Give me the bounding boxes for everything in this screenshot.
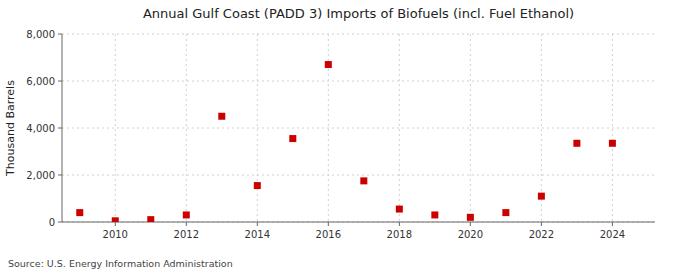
tick-label: 2022 [529,229,554,240]
title: Annual Gulf Coast (PADD 3) Imports of Bi… [143,6,574,21]
tick-label: 2020 [458,229,483,240]
point [76,209,83,216]
y-axis-label: Thousand Barrels [4,80,17,177]
grid-line [257,34,258,222]
point [289,135,296,142]
tick-label: 2016 [316,229,341,240]
points [76,61,616,222]
tick-mark [257,222,258,226]
tick-mark [470,222,471,226]
grid-line [115,34,116,222]
tick-mark [115,222,116,226]
tick-mark [58,175,62,176]
tick-mark [58,128,62,129]
tick-mark [328,222,329,226]
grid-line [62,175,655,176]
point [431,211,438,218]
point [360,177,367,184]
tick-label: 6,000 [26,76,55,87]
y-axis-line [62,34,63,222]
tick-mark [541,222,542,226]
tick-mark [58,34,62,35]
grid [62,34,655,222]
tick-label: 2014 [245,229,270,240]
chart: Annual Gulf Coast (PADD 3) Imports of Bi… [0,0,675,275]
point [573,140,580,147]
tick-mark [58,81,62,82]
grid-line [186,34,187,222]
grid-line [62,128,655,129]
tick-label: 2018 [387,229,412,240]
point [325,61,332,68]
point [502,209,509,216]
grid-line [470,34,471,222]
point [147,216,154,222]
point [254,182,261,189]
tick-label: 2,000 [26,170,55,181]
tick-label: 2012 [174,229,199,240]
point [538,193,545,200]
grid-line [399,34,400,222]
point [467,214,474,221]
point [396,206,403,213]
grid-line [62,81,655,82]
grid-line [62,34,655,35]
point [609,140,616,147]
tick-mark [58,222,62,223]
tick-label: 8,000 [26,29,55,40]
point [183,211,190,218]
tick-mark [612,222,613,226]
tick-label: 2010 [103,229,128,240]
tick-label: 0 [49,217,55,228]
source-note: Source: U.S. Energy Information Administ… [8,258,233,269]
grid-line [612,34,613,222]
tick-mark [186,222,187,226]
tick-label: 2024 [600,229,625,240]
tick-mark [399,222,400,226]
tick-label: 4,000 [26,123,55,134]
point [218,113,225,120]
point [112,217,119,222]
axes: 0 2,000 4,000 6,000 8,000 2010 2012 2014 2016 201… [26,29,655,240]
